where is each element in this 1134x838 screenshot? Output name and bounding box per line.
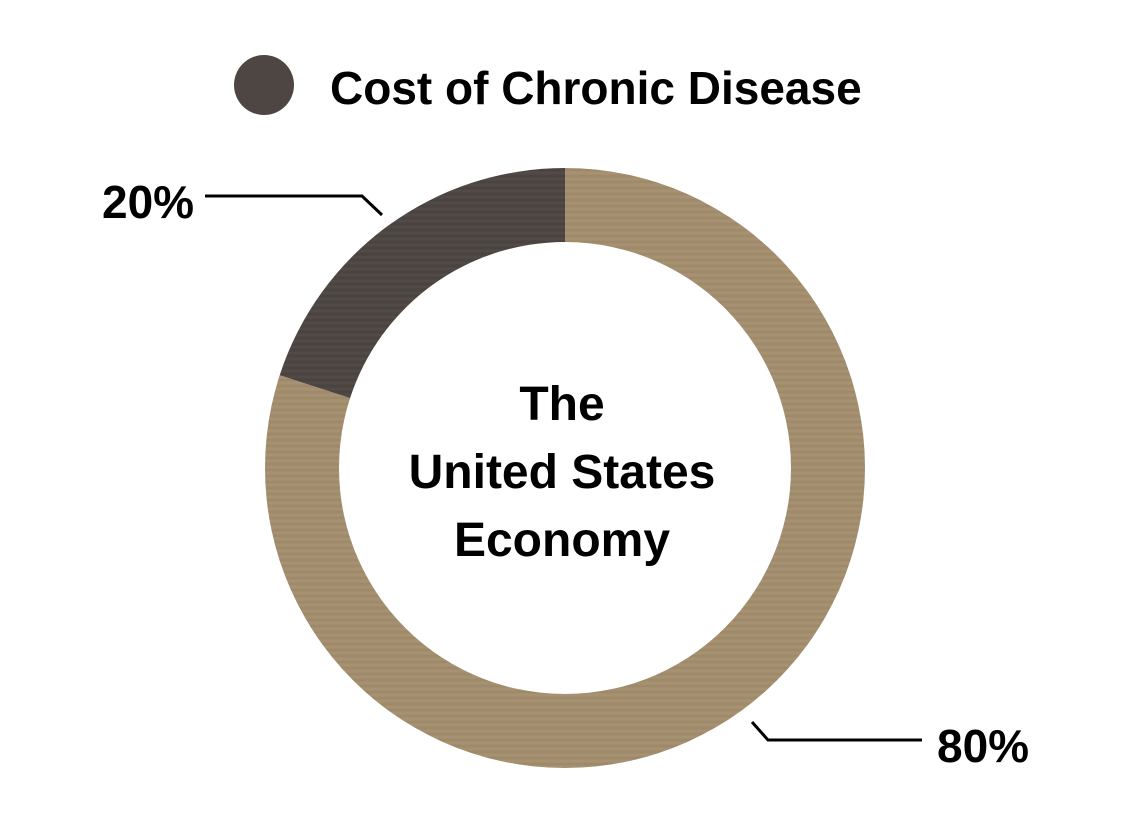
data-label-80: 80% [937, 720, 1029, 772]
legend-swatch [234, 55, 294, 115]
center-text: The United States Economy [409, 378, 716, 567]
data-label-20: 20% [102, 176, 194, 228]
donut-slices [265, 168, 866, 768]
center-text-line-3: Economy [454, 514, 670, 567]
donut-slice-texture [279, 168, 565, 399]
legend: Cost of Chronic Disease [234, 55, 862, 115]
legend-label: Cost of Chronic Disease [330, 62, 862, 114]
center-text-line-2: United States [409, 446, 716, 499]
leader-line-20 [205, 194, 384, 217]
center-text-line-1: The [519, 378, 604, 431]
leader-line-80 [750, 721, 922, 742]
